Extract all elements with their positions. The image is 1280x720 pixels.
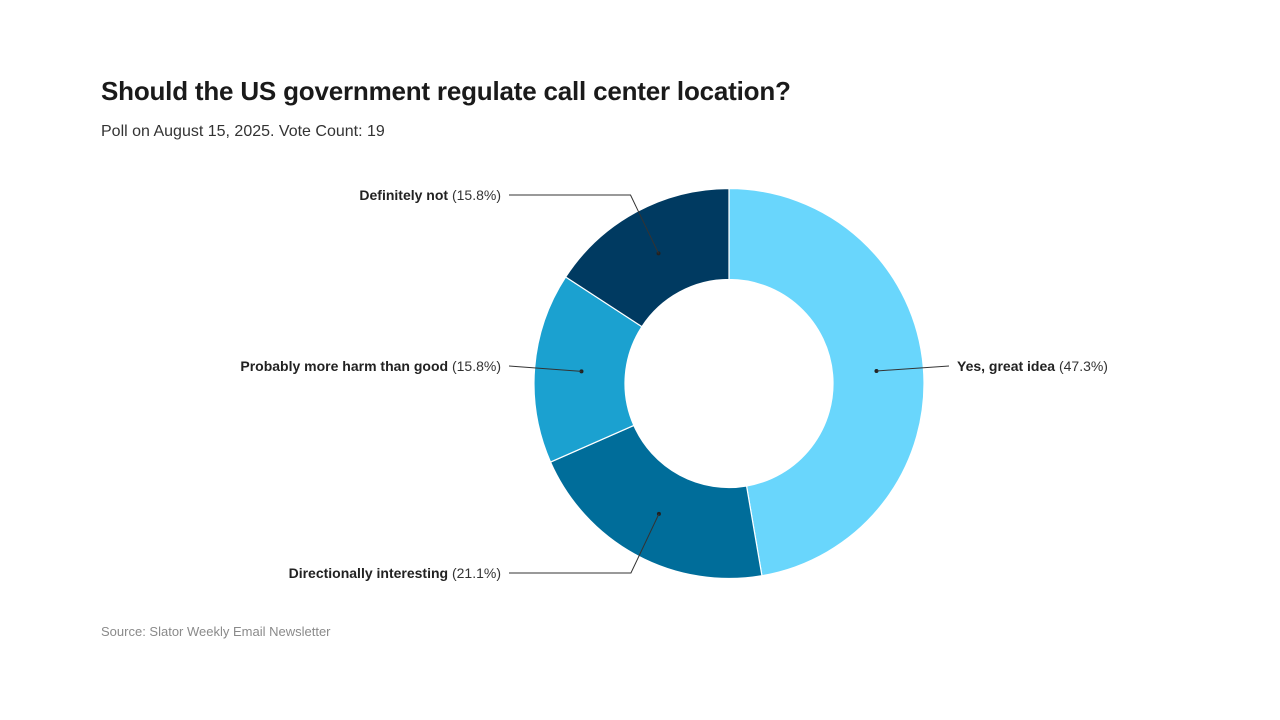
slice-yes-great-idea[interactable]	[728, 187, 925, 577]
slice-label-category: Yes, great idea	[957, 358, 1059, 374]
chart-source: Source: Slator Weekly Email Newsletter	[101, 624, 331, 639]
leader-line-directionally-interesting	[509, 513, 660, 574]
leader-line-definitely-not	[509, 194, 659, 254]
slice-label-category: Directionally interesting	[289, 565, 452, 581]
slice-label-yes-great-idea: Yes, great idea (47.3%)	[957, 358, 1108, 374]
leader-line-probably-more-harm-than-good	[508, 365, 582, 372]
slice-label-definitely-not: Definitely not (15.8%)	[359, 187, 501, 203]
leader-line-yes-great-idea	[876, 365, 950, 372]
slice-label-category: Definitely not	[359, 187, 452, 203]
slice-label-category: Probably more harm than good	[240, 358, 452, 374]
slice-directionally-interesting[interactable]	[549, 424, 763, 580]
slice-label-probably-more-harm-than-good: Probably more harm than good (15.8%)	[240, 358, 501, 374]
chart-title: Should the US government regulate call c…	[101, 76, 791, 106]
slice-label-percent: (47.3%)	[1059, 358, 1108, 374]
slice-label-percent: (15.8%)	[452, 358, 501, 374]
chart-subtitle: Poll on August 15, 2025. Vote Count: 19	[101, 123, 385, 140]
slice-definitely-not[interactable]	[564, 187, 730, 328]
slice-label-directionally-interesting: Directionally interesting (21.1%)	[289, 565, 501, 581]
slice-label-percent: (15.8%)	[452, 187, 501, 203]
slice-label-percent: (21.1%)	[452, 565, 501, 581]
